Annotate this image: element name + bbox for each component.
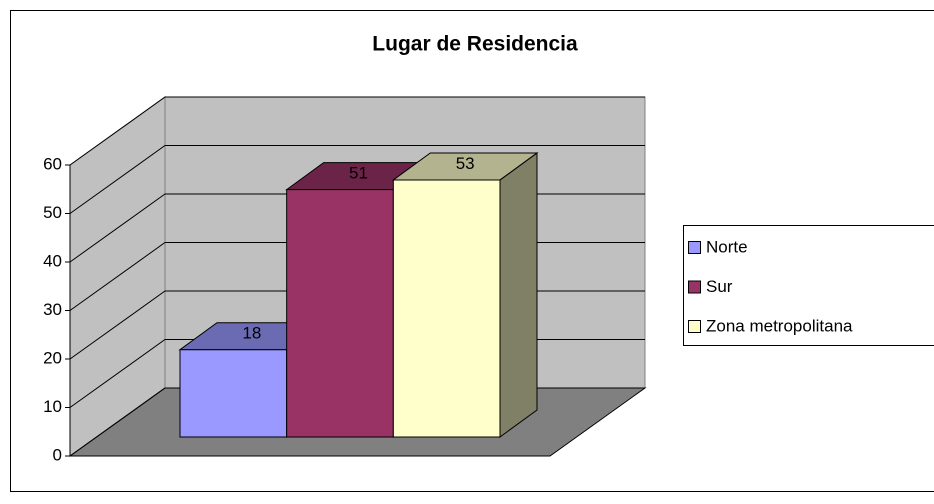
y-tick-label: 50 (43, 203, 62, 222)
y-tick-label: 40 (43, 251, 62, 270)
legend-swatch (689, 242, 701, 254)
bar (393, 153, 537, 437)
legend-swatch (689, 281, 701, 293)
data-label: 53 (456, 154, 475, 173)
bar-side (500, 153, 537, 437)
legend-label: Sur (706, 277, 733, 296)
legend-swatch (689, 321, 701, 333)
y-tick-label: 60 (43, 154, 62, 173)
legend-label: Norte (706, 237, 748, 256)
y-tick-label: 10 (43, 397, 62, 416)
y-tick-label: 30 (43, 300, 62, 319)
bar-front (287, 190, 394, 437)
bar-front (393, 180, 500, 437)
bar-front (180, 350, 287, 437)
data-label: 51 (349, 164, 368, 183)
y-tick-label: 0 (53, 445, 62, 464)
y-tick-label: 20 (43, 348, 62, 367)
chart-title: Lugar de Residencia (372, 33, 578, 56)
legend-label: Zona metropolitana (706, 316, 853, 335)
data-label: 18 (242, 324, 261, 343)
